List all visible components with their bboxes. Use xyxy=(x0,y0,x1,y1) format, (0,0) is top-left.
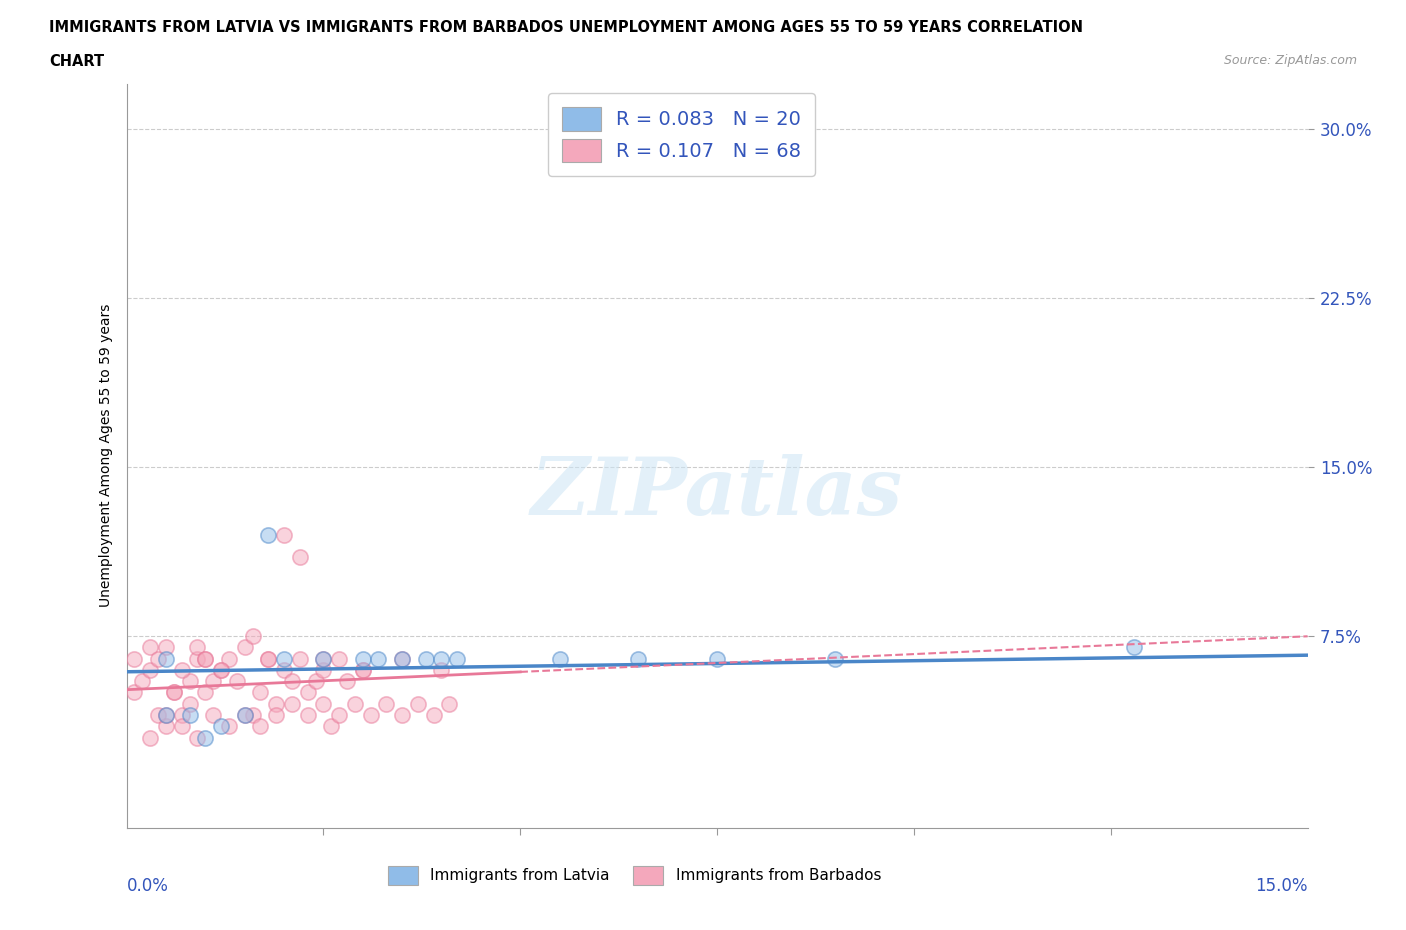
Point xyxy=(446,651,468,666)
Point xyxy=(146,708,169,723)
Point xyxy=(139,730,162,745)
Point xyxy=(824,651,846,666)
Point xyxy=(391,651,413,666)
Point xyxy=(209,719,232,734)
Point xyxy=(209,662,232,677)
Point xyxy=(124,685,146,700)
Point xyxy=(131,673,153,688)
Point xyxy=(288,550,311,565)
Point xyxy=(343,697,366,711)
Point xyxy=(422,708,444,723)
Point xyxy=(257,651,280,666)
Point xyxy=(391,651,413,666)
Point xyxy=(321,719,343,734)
Point xyxy=(312,651,335,666)
Point xyxy=(375,697,398,711)
Point xyxy=(312,651,335,666)
Point xyxy=(218,651,240,666)
Point xyxy=(264,697,287,711)
Point xyxy=(170,708,193,723)
Point xyxy=(186,640,208,655)
Point xyxy=(406,697,429,711)
Point xyxy=(163,685,186,700)
Point xyxy=(146,651,169,666)
Point xyxy=(242,629,264,644)
Point xyxy=(124,651,146,666)
Text: IMMIGRANTS FROM LATVIA VS IMMIGRANTS FROM BARBADOS UNEMPLOYMENT AMONG AGES 55 TO: IMMIGRANTS FROM LATVIA VS IMMIGRANTS FRO… xyxy=(49,20,1083,35)
Point xyxy=(352,662,374,677)
Point xyxy=(233,708,256,723)
Point xyxy=(297,685,319,700)
Point xyxy=(273,527,295,542)
Point xyxy=(233,640,256,655)
Point xyxy=(163,685,186,700)
Point xyxy=(627,651,650,666)
Y-axis label: Unemployment Among Ages 55 to 59 years: Unemployment Among Ages 55 to 59 years xyxy=(98,304,112,607)
Point xyxy=(367,651,389,666)
Point xyxy=(328,651,350,666)
Point xyxy=(225,673,247,688)
Point xyxy=(179,697,201,711)
Text: 0.0%: 0.0% xyxy=(127,877,169,896)
Point xyxy=(218,719,240,734)
Point xyxy=(155,640,177,655)
Point xyxy=(273,651,295,666)
Point xyxy=(281,673,304,688)
Point xyxy=(273,662,295,677)
Point xyxy=(202,673,225,688)
Point xyxy=(249,719,271,734)
Point xyxy=(155,708,177,723)
Point xyxy=(391,708,413,723)
Point xyxy=(194,685,217,700)
Point xyxy=(194,651,217,666)
Point xyxy=(194,651,217,666)
Text: 15.0%: 15.0% xyxy=(1256,877,1308,896)
Point xyxy=(430,651,453,666)
Point xyxy=(297,708,319,723)
Point xyxy=(352,651,374,666)
Point xyxy=(312,662,335,677)
Point xyxy=(360,708,382,723)
Point xyxy=(186,651,208,666)
Point xyxy=(352,662,374,677)
Point xyxy=(179,673,201,688)
Point xyxy=(242,708,264,723)
Point xyxy=(439,697,461,711)
Point xyxy=(139,662,162,677)
Point xyxy=(304,673,326,688)
Text: ZIPatlas: ZIPatlas xyxy=(531,454,903,532)
Point xyxy=(155,651,177,666)
Point xyxy=(170,719,193,734)
Point xyxy=(281,697,304,711)
Point xyxy=(139,640,162,655)
Text: CHART: CHART xyxy=(49,54,104,69)
Point xyxy=(548,651,571,666)
Point xyxy=(1123,640,1146,655)
Point xyxy=(430,662,453,677)
Point xyxy=(257,651,280,666)
Text: Source: ZipAtlas.com: Source: ZipAtlas.com xyxy=(1223,54,1357,67)
Point xyxy=(312,697,335,711)
Point xyxy=(706,651,728,666)
Legend: Immigrants from Latvia, Immigrants from Barbados: Immigrants from Latvia, Immigrants from … xyxy=(381,860,887,891)
Point xyxy=(249,685,271,700)
Point xyxy=(209,662,232,677)
Point xyxy=(328,708,350,723)
Point xyxy=(194,730,217,745)
Point xyxy=(186,730,208,745)
Point xyxy=(336,673,359,688)
Point xyxy=(415,651,437,666)
Point xyxy=(257,527,280,542)
Point xyxy=(233,708,256,723)
Point xyxy=(155,719,177,734)
Point xyxy=(179,708,201,723)
Point xyxy=(155,708,177,723)
Point xyxy=(170,662,193,677)
Point xyxy=(288,651,311,666)
Point xyxy=(264,708,287,723)
Point xyxy=(202,708,225,723)
